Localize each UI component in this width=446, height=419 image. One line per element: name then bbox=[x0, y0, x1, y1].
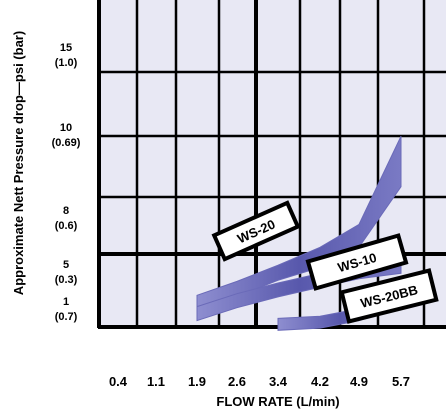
y-tick-labels: 1 (0.7) 5 (0.3) 8 (0.6) 10 (0.69) 15 (1.0) bbox=[52, 42, 81, 323]
y-tick-label-psi: 8 bbox=[63, 205, 69, 217]
series-label: WS-20 bbox=[211, 200, 301, 262]
y-tick-label-bar: (0.6) bbox=[55, 220, 78, 232]
x-tick-label: 4.2 bbox=[311, 374, 329, 389]
series-label-box bbox=[305, 233, 409, 291]
series-label-box bbox=[339, 268, 439, 324]
y-tick-label-bar: (0.7) bbox=[55, 311, 78, 323]
x-tick-label: 5.7 bbox=[392, 374, 410, 389]
y-tick-label-psi: 5 bbox=[63, 259, 69, 271]
series-label: WS-10 bbox=[305, 233, 409, 291]
grid bbox=[97, 0, 446, 329]
x-tick-label: 1.9 bbox=[188, 374, 206, 389]
x-tick-label: 3.4 bbox=[269, 374, 288, 389]
y-tick-label-bar: (0.3) bbox=[55, 274, 78, 286]
x-tick-label: 1.1 bbox=[147, 374, 165, 389]
x-axis-title: FLOW RATE (L/min) bbox=[216, 394, 339, 409]
y-tick-label-bar: (0.69) bbox=[52, 137, 81, 149]
y-tick-label-bar: (1.0) bbox=[55, 57, 78, 69]
x-tick-labels: 0.4 1.1 1.9 2.6 3.4 4.2 4.9 5.7 bbox=[109, 374, 410, 389]
y-tick-label-psi: 15 bbox=[60, 42, 72, 54]
series-label-box bbox=[211, 200, 301, 262]
x-tick-label: 4.9 bbox=[350, 374, 368, 389]
y-tick-label-psi: 1 bbox=[63, 296, 69, 308]
y-tick-label-psi: 10 bbox=[60, 122, 72, 134]
x-tick-label: 0.4 bbox=[109, 374, 128, 389]
y-axis-title: Approximate Nett Pressure drop—psi (bar) bbox=[11, 31, 26, 295]
x-tick-label: 2.6 bbox=[228, 374, 246, 389]
series-label: WS-20BB bbox=[339, 268, 439, 324]
